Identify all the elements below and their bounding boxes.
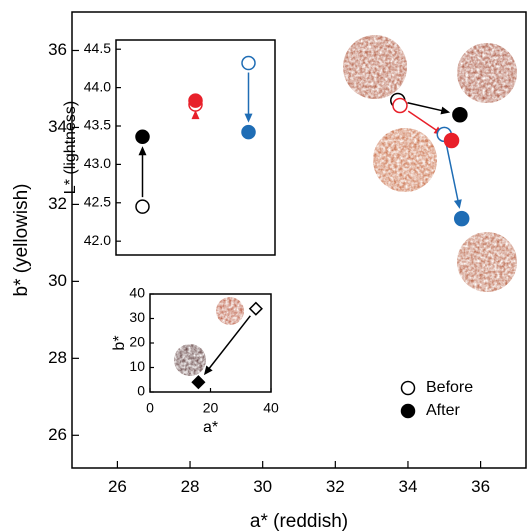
- arrow-shaft: [407, 110, 439, 133]
- x-axis-label: a*: [203, 419, 218, 436]
- arrow-head: [440, 106, 451, 115]
- point: [135, 199, 150, 214]
- arrow-head: [203, 365, 213, 376]
- photo: [174, 344, 206, 376]
- y-tick-label: 43.0: [84, 155, 111, 171]
- x-tick-label: 32: [326, 477, 345, 496]
- legend-label: After: [426, 402, 460, 419]
- y-tick-label: 30: [129, 309, 145, 325]
- y-tick-label: 42.5: [84, 193, 111, 209]
- y-axis-label: b*: [111, 335, 128, 350]
- y-axis-label: L* (lightness): [62, 101, 79, 194]
- arrow-head: [138, 146, 147, 156]
- arrow-shaft: [207, 315, 251, 371]
- photo: [216, 297, 244, 325]
- x-tick-label: 0: [146, 399, 154, 415]
- y-axis-label: b* (yellowish): [11, 184, 32, 297]
- x-tick-label: 28: [181, 477, 200, 496]
- y-tick-label: 40: [129, 285, 145, 301]
- inset-ab: 0 10 20 30 40 0 20 40 a* b*: [111, 285, 279, 437]
- x-axis-label: a* (reddish): [250, 511, 348, 532]
- plot-frame: [115, 39, 276, 256]
- y-tick-label: 44.5: [84, 40, 111, 56]
- point: [443, 132, 460, 149]
- legend-label: Before: [426, 379, 473, 396]
- photo: [457, 232, 517, 292]
- y-tick-label: 30: [48, 271, 67, 290]
- y-tick-label: 44.0: [84, 78, 111, 94]
- photo: [373, 128, 437, 192]
- point: [452, 106, 468, 123]
- arrow-shaft: [445, 144, 460, 204]
- y-tick-label: 43.5: [84, 117, 111, 133]
- point: [191, 375, 206, 390]
- inset-lightness: 42.0 42.5 43.0 43.5 44.0 44.5 L* (lightness): [62, 39, 276, 256]
- arrow-head: [191, 110, 200, 120]
- x-tick-label: 30: [253, 477, 272, 496]
- point: [248, 301, 263, 316]
- point: [188, 93, 203, 108]
- arrow-head: [244, 113, 253, 123]
- x-tick-label: 20: [203, 399, 219, 415]
- y-tick-label: 28: [48, 348, 67, 367]
- photo: [457, 43, 517, 103]
- x-tick-label: 36: [471, 477, 490, 496]
- x-tick-label: 34: [398, 477, 417, 496]
- y-tick-label: 0: [137, 383, 145, 399]
- point: [453, 210, 470, 227]
- arrow-shaft: [407, 102, 445, 112]
- x-tick-label: 40: [263, 399, 279, 415]
- point: [241, 124, 256, 140]
- x-tick-label: 26: [108, 477, 127, 496]
- y-tick-label: 34: [48, 117, 67, 136]
- legend-marker: [400, 380, 416, 396]
- photo: [343, 35, 407, 99]
- y-tick-label: 42.0: [84, 232, 111, 248]
- point: [241, 55, 256, 71]
- sample-photos: [343, 35, 517, 292]
- y-tick-label: 26: [48, 425, 67, 444]
- point: [135, 129, 150, 144]
- y-tick-label: 20: [129, 334, 145, 350]
- y-tick-label: 36: [48, 40, 67, 59]
- y-tick-label: 32: [48, 194, 67, 213]
- point: [392, 97, 408, 114]
- legend-marker: [400, 403, 416, 419]
- arrow-head: [453, 199, 462, 209]
- y-tick-label: 10: [129, 358, 145, 374]
